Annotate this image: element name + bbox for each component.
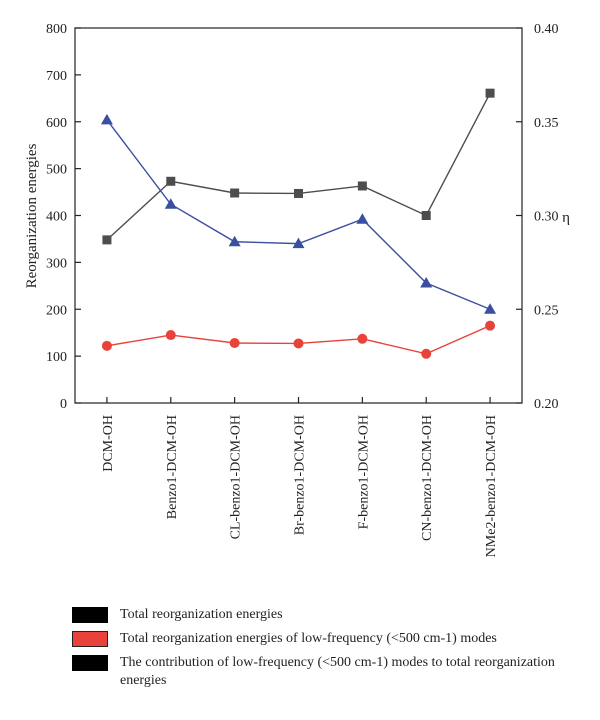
- legend-label-contribution: The contribution of low-frequency (<500 …: [120, 655, 555, 688]
- x-category-label: NMe2-benzo1-DCM-OH: [484, 415, 499, 557]
- series-1-point: [229, 338, 240, 348]
- y-tick-label: 700: [46, 69, 67, 84]
- legend: Total reorganization energies Total reor…: [72, 606, 592, 696]
- legend-item-total: Total reorganization energies: [72, 606, 592, 624]
- series-line-2: [106, 119, 491, 310]
- y-tick-label: 200: [46, 303, 67, 318]
- y2-tick-label: 0.20: [534, 397, 559, 412]
- series-1-point: [357, 333, 368, 344]
- legend-label-total: Total reorganization energies: [120, 607, 283, 622]
- series-1-point: [485, 320, 496, 331]
- x-category-label: F-benzo1-DCM-OH: [356, 415, 371, 529]
- right-axis-ticks: 0.20 0.25 0.30 0.35 0.40: [516, 22, 559, 412]
- legend-label-low-frequency: Total reorganization energies of low-fre…: [120, 631, 497, 646]
- x-category-label: Br-benzo1-DCM-OH: [293, 415, 308, 535]
- series-line-0: [106, 92, 491, 241]
- series-2-point: [420, 277, 433, 288]
- y-axis-title: Reorganization energies: [24, 143, 40, 288]
- x-axis-ticks: DCM-OH Benzo1-DCM-OH CL-benzo1-DCM-OH Br-be…: [101, 397, 499, 557]
- y-tick-label: 100: [46, 350, 67, 365]
- series-layer: [100, 88, 497, 359]
- series-1-point: [101, 340, 112, 351]
- series-0-point: [230, 188, 240, 198]
- series-2-point: [292, 237, 305, 249]
- series-2-point: [164, 198, 177, 209]
- y2-tick-label: 0.35: [534, 116, 559, 131]
- legend-swatch-contribution: [72, 655, 108, 671]
- series-0-point: [485, 88, 495, 98]
- series-0-point: [421, 211, 431, 220]
- series-0-point: [357, 181, 367, 191]
- y2-tick-label: 0.25: [534, 303, 559, 318]
- legend-swatch-low-frequency: [72, 631, 108, 647]
- legend-swatch-total: [72, 607, 108, 623]
- y-tick-label: 0: [60, 397, 67, 412]
- x-category-label: DCM-OH: [101, 415, 116, 472]
- series-1-point: [293, 338, 304, 349]
- x-category-label: CN-benzo1-DCM-OH: [420, 415, 435, 541]
- y2-axis-title: η: [562, 210, 570, 226]
- y-tick-label: 400: [46, 210, 67, 225]
- y-tick-label: 600: [46, 116, 67, 131]
- x-category-label: CL-benzo1-DCM-OH: [229, 415, 244, 539]
- series-2-point: [228, 235, 241, 247]
- x-category-label: Benzo1-DCM-OH: [165, 415, 180, 519]
- y-tick-label: 500: [46, 163, 67, 178]
- series-2-point: [484, 303, 497, 314]
- series-1-point: [165, 330, 176, 341]
- legend-item-low-frequency: Total reorganization energies of low-fre…: [72, 630, 592, 648]
- legend-item-contribution: The contribution of low-frequency (<500 …: [72, 654, 592, 690]
- left-axis-ticks: 0 100 200 300 400 500 600 700 800: [46, 22, 81, 412]
- y-tick-label: 800: [46, 22, 67, 37]
- series-2-point: [100, 113, 113, 125]
- y2-tick-label: 0.30: [534, 210, 559, 225]
- series-0-point: [294, 188, 303, 198]
- series-2-point: [356, 213, 369, 224]
- series-0-point: [102, 235, 112, 245]
- y2-tick-label: 0.40: [534, 22, 559, 37]
- series-1-point: [421, 348, 432, 359]
- y-tick-label: 300: [46, 256, 67, 271]
- series-0-point: [166, 176, 176, 186]
